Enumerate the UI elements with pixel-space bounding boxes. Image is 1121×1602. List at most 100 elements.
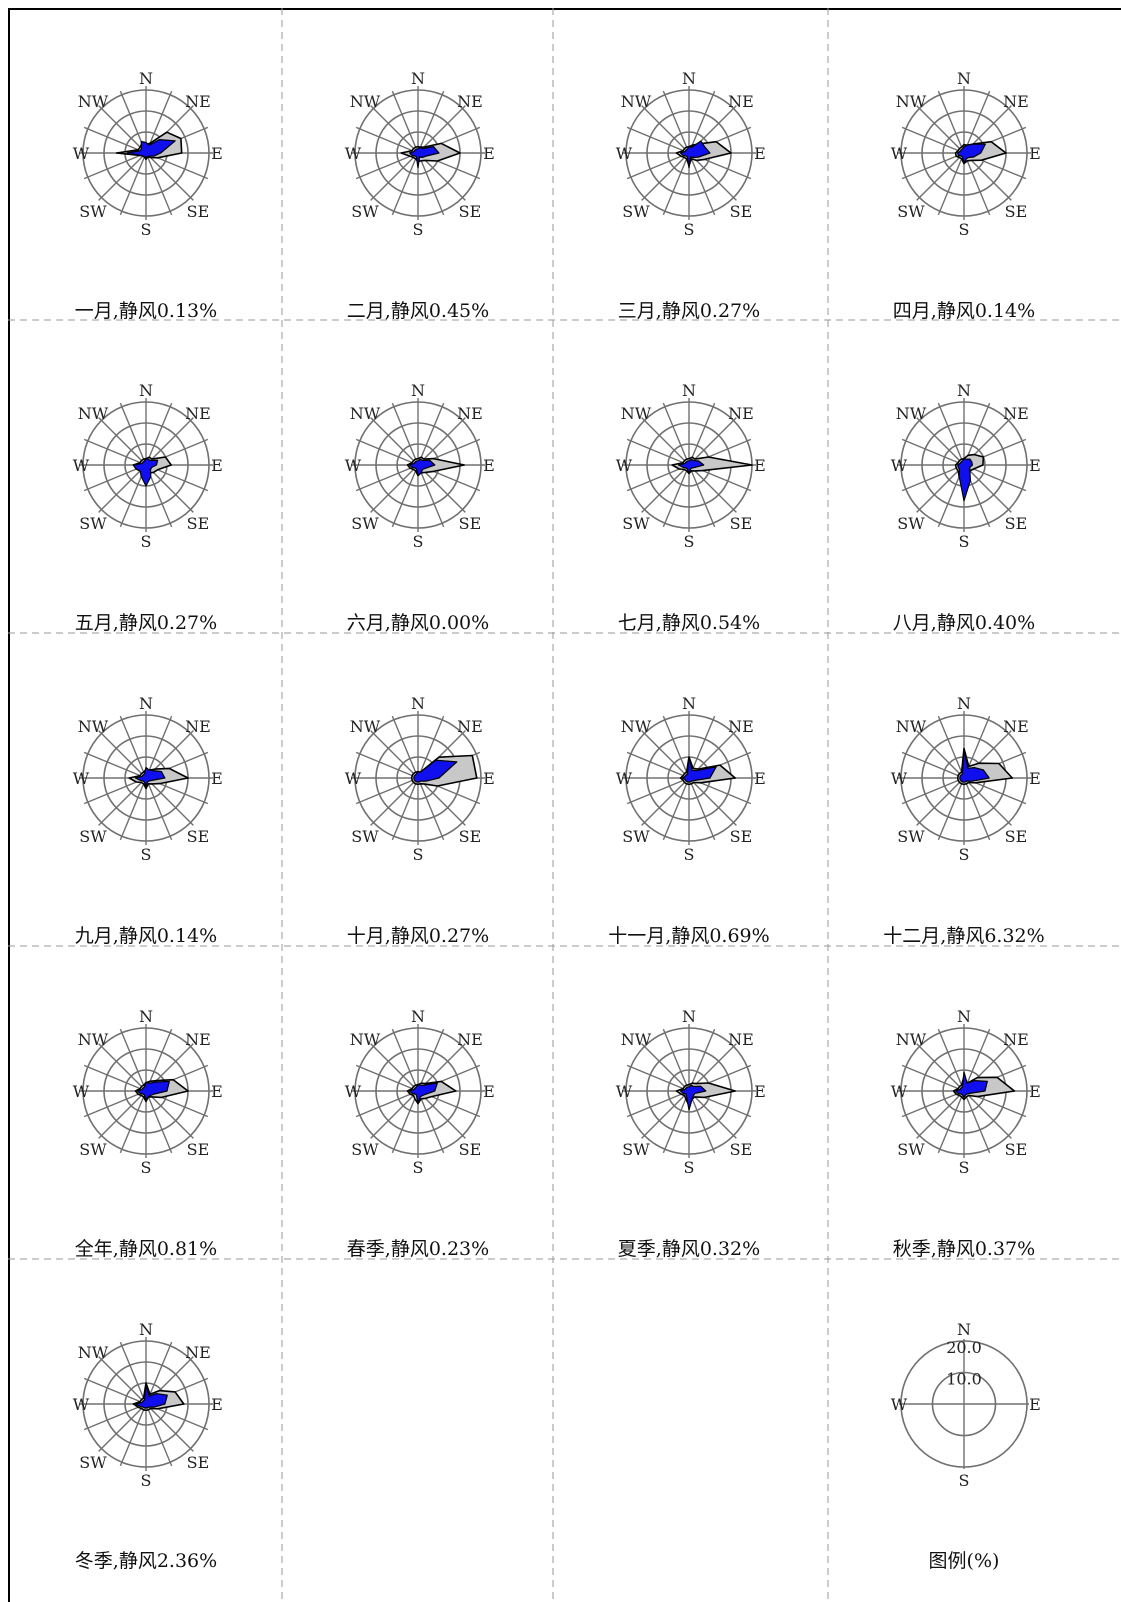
- grid-spoke: [417, 152, 445, 216]
- direction-label-se: SE: [187, 1140, 210, 1159]
- grid-spoke: [662, 90, 690, 154]
- grid-spoke: [119, 402, 147, 466]
- grid-spoke: [641, 464, 690, 513]
- chart-caption: 三月,静风0.27%: [618, 300, 760, 322]
- direction-label-e: E: [754, 1082, 766, 1101]
- direction-label-s: S: [141, 845, 152, 864]
- grid-spoke: [662, 402, 690, 466]
- grid-spoke: [391, 152, 419, 216]
- wind-rose-chart: N NE E SE S SW W NW 全年,静风0.81%: [73, 1007, 223, 1260]
- grid-spoke: [963, 90, 991, 154]
- grid-spoke: [937, 777, 965, 841]
- grid-spoke: [83, 438, 147, 466]
- chart-caption: 秋季,静风0.37%: [893, 1238, 1035, 1260]
- grid-spoke: [370, 417, 419, 466]
- grid-spoke: [417, 777, 466, 826]
- grid-spoke: [98, 105, 147, 154]
- grid-spoke: [916, 464, 965, 513]
- direction-label-n: N: [957, 69, 971, 88]
- direction-label-se: SE: [1005, 827, 1028, 846]
- speed-series: [959, 750, 990, 783]
- grid-spoke: [916, 417, 965, 466]
- grid-spoke: [355, 777, 419, 805]
- grid-spoke: [391, 1028, 419, 1092]
- chart-caption: 五月,静风0.27%: [75, 612, 217, 634]
- grid-spoke: [355, 464, 419, 492]
- grid-spoke: [145, 777, 194, 826]
- direction-label-nw: NW: [350, 1030, 381, 1049]
- direction-label-ne: NE: [728, 404, 754, 423]
- direction-label-n: N: [411, 69, 425, 88]
- grid-spoke: [145, 1403, 194, 1452]
- direction-label-e: E: [211, 1395, 223, 1414]
- wind-rose-chart: N NE E SE S SW W NW 冬季,静风2.36%: [73, 1320, 223, 1572]
- speed-series: [126, 139, 176, 158]
- wind-rose-chart: N NE E SE S SW W NW 十月,静风0.27%: [345, 694, 495, 947]
- grid-spoke: [641, 1043, 690, 1092]
- grid-spoke: [688, 1028, 716, 1092]
- direction-label-w: W: [616, 144, 633, 163]
- direction-label-ne: NE: [457, 404, 483, 423]
- legend-caption: 图例(%): [929, 1550, 1000, 1572]
- direction-label-sw: SW: [79, 1140, 107, 1159]
- grid-spoke: [355, 152, 419, 180]
- grid-spoke: [119, 715, 147, 779]
- grid-spoke: [119, 1341, 147, 1405]
- grid-spoke: [963, 1090, 991, 1154]
- direction-label-ne: NE: [185, 1343, 211, 1362]
- direction-label-sw: SW: [897, 1140, 925, 1159]
- direction-label-e: E: [483, 1082, 495, 1101]
- speed-series: [957, 458, 974, 502]
- grid-spoke: [901, 1090, 965, 1118]
- direction-label-sw: SW: [351, 514, 379, 533]
- direction-label-s: S: [684, 532, 695, 551]
- direction-label-sw: SW: [79, 202, 107, 221]
- grid-spoke: [417, 1028, 445, 1092]
- grid-spoke: [391, 1090, 419, 1154]
- direction-label-sw: SW: [897, 202, 925, 221]
- grid-spoke: [355, 1090, 419, 1118]
- grid-spoke: [417, 402, 445, 466]
- grid-spoke: [417, 777, 445, 841]
- grid-spoke: [370, 1043, 419, 1092]
- grid-spoke: [688, 1090, 716, 1154]
- legend-direction-n: N: [957, 1320, 971, 1339]
- direction-label-e: E: [483, 456, 495, 475]
- direction-label-se: SE: [187, 1453, 210, 1472]
- chart-caption: 春季,静风0.23%: [347, 1238, 489, 1260]
- grid-spoke: [145, 715, 173, 779]
- direction-label-sw: SW: [351, 827, 379, 846]
- direction-label-se: SE: [730, 202, 753, 221]
- grid-spoke: [83, 1090, 147, 1118]
- direction-label-w: W: [345, 144, 362, 163]
- wind-rose-chart: N NE E SE S SW W NW 十二月,静风6.32%: [883, 694, 1044, 947]
- direction-label-s: S: [141, 1471, 152, 1490]
- grid-spoke: [662, 152, 690, 216]
- direction-label-e: E: [483, 769, 495, 788]
- wind-rose-chart: N NE E SE S SW W NW 九月,静风0.14%: [73, 694, 223, 947]
- grid-spoke: [963, 1028, 991, 1092]
- wind-rose-chart: N NE E SE S SW W NW 八月,静风0.40%: [891, 381, 1041, 634]
- direction-label-s: S: [959, 1158, 970, 1177]
- direction-label-se: SE: [187, 202, 210, 221]
- direction-label-n: N: [957, 694, 971, 713]
- direction-label-se: SE: [730, 827, 753, 846]
- grid-spoke: [355, 126, 419, 154]
- direction-label-s: S: [684, 220, 695, 239]
- direction-label-se: SE: [459, 827, 482, 846]
- grid-spoke: [145, 152, 194, 201]
- direction-label-ne: NE: [457, 92, 483, 111]
- grid-spoke: [370, 464, 419, 513]
- direction-label-w: W: [616, 1082, 633, 1101]
- direction-label-n: N: [682, 694, 696, 713]
- grid-spoke: [901, 126, 965, 154]
- chart-caption: 十一月,静风0.69%: [608, 925, 769, 947]
- direction-label-n: N: [139, 69, 153, 88]
- grid-spoke: [916, 105, 965, 154]
- speed-series: [137, 1080, 170, 1101]
- direction-label-nw: NW: [896, 404, 927, 423]
- direction-label-nw: NW: [78, 717, 109, 736]
- direction-label-w: W: [345, 769, 362, 788]
- direction-label-n: N: [957, 1007, 971, 1026]
- grid-spoke: [937, 1028, 965, 1092]
